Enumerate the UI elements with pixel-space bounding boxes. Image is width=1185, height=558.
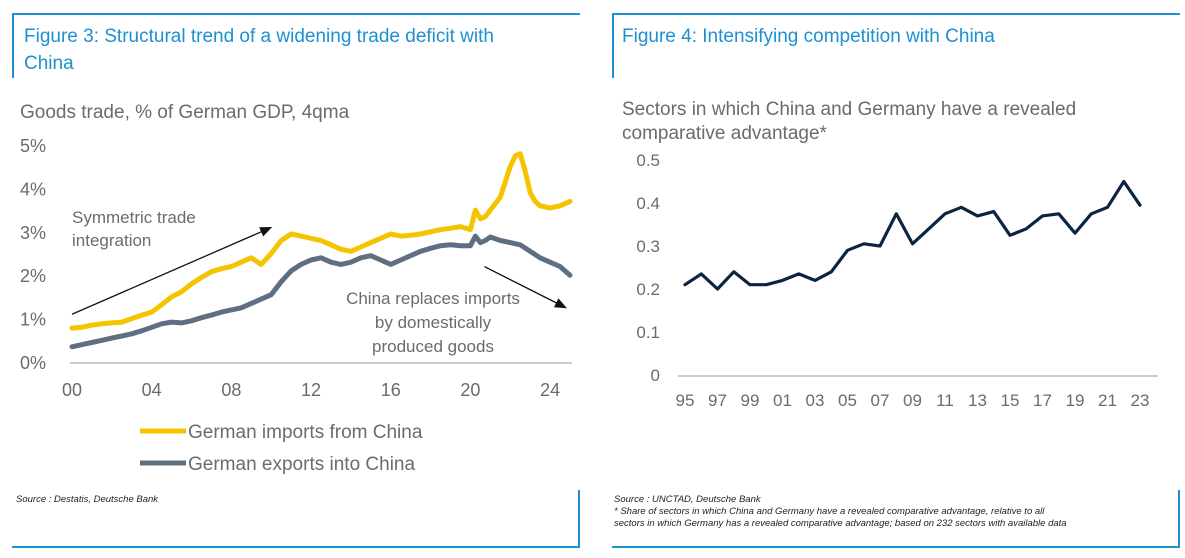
exports-series-line [69, 233, 573, 350]
figure-4-x-tick-label: 13 [968, 391, 987, 410]
figure-3-source-rule-right [578, 490, 580, 548]
figure-4-source-line2: * Share of sectors in which China and Ge… [614, 506, 1045, 517]
figure-4-x-tick-label: 17 [1033, 391, 1052, 410]
figure-3-left-rule [12, 13, 14, 78]
figure-3-y-tick-label: 4% [20, 179, 46, 199]
figure-4-x-tick-label: 21 [1098, 391, 1117, 410]
figure-4-x-tick-label: 01 [773, 391, 792, 410]
figure-3-x-tick-label: 20 [460, 380, 480, 400]
figure-4-x-tick-label: 15 [1001, 391, 1020, 410]
figure-3-source: Source : Destatis, Deutsche Bank [16, 494, 159, 505]
annotation-symmetric-line2: integration [72, 231, 151, 250]
imports-series-line [69, 151, 573, 331]
figure-3-y-tick-label: 5% [20, 136, 46, 156]
figure-4-x-tick-label: 23 [1131, 391, 1150, 410]
figure-4-y-tick-label: 0.1 [636, 323, 660, 342]
figure-4-y-tick-label: 0 [651, 366, 660, 385]
figure-3-x-tick-label: 24 [540, 380, 560, 400]
figure-4-top-rule [612, 13, 1180, 15]
figure-3-subtitle: Goods trade, % of German GDP, 4qma [20, 102, 350, 123]
figure-4-chart: Sectors in which China and Germany have … [622, 99, 1158, 410]
figure-3-title-line2: China [24, 53, 74, 74]
figure-4-left-rule [612, 13, 614, 78]
figure-4-x-tick-label: 07 [871, 391, 890, 410]
legend-imports-label: German imports from China [188, 422, 423, 443]
figure-3-x-tick-label: 08 [221, 380, 241, 400]
figure-3-x-tick-label: 16 [381, 380, 401, 400]
figure-3-top-rule [12, 13, 580, 15]
figure-4-x-tick-label: 97 [708, 391, 727, 410]
figure-4-y-tick-label: 0.4 [636, 194, 660, 213]
figure-4-x-tick-label: 99 [741, 391, 760, 410]
annotation-china-line1: China replaces imports [346, 289, 520, 308]
figure-3-x-tick-label: 00 [62, 380, 82, 400]
figure-4-source-rule-right [1178, 490, 1180, 548]
figure-3-panel: Figure 3: Structural trend of a widening… [0, 0, 590, 558]
figure-4-x-tick-label: 95 [676, 391, 695, 410]
figure-4-subtitle-line1: Sectors in which China and Germany have … [622, 99, 1076, 120]
figure-4-y-tick-label: 0.2 [636, 280, 660, 299]
figure-4-source-line1: Source : UNCTAD, Deutsche Bank [614, 494, 761, 505]
figure-3-x-tick-label: 04 [142, 380, 162, 400]
figure-4-x-tick-label: 05 [838, 391, 857, 410]
figure-4-x-tick-label: 11 [936, 391, 954, 410]
annotation-china-arrow [484, 265, 567, 309]
annotation-china-line3: produced goods [372, 337, 494, 356]
figure-3-x-tick-label: 12 [301, 380, 321, 400]
figure-3-source-rule-bottom [12, 546, 580, 548]
figure-3-y-tick-label: 1% [20, 310, 46, 330]
annotation-symmetric-arrow [71, 226, 273, 315]
figure-3-y-tick-label: 0% [20, 353, 46, 373]
figure-4-y-tick-label: 0.5 [636, 151, 660, 170]
figure-3-y-tick-label: 2% [20, 266, 46, 286]
figure-4-y-tick-label: 0.3 [636, 237, 660, 256]
figure-3-chart: Goods trade, % of German GDP, 4qma 0% 1% 2… [20, 102, 573, 475]
figure-4-panel: Figure 4: Intensifying competition with … [600, 0, 1185, 558]
annotation-china-line2: by domestically [375, 313, 492, 332]
figure-4-title: Figure 4: Intensifying competition with … [622, 26, 995, 47]
figure-4-x-tick-label: 03 [806, 391, 825, 410]
figure-3-title-line1: Figure 3: Structural trend of a widening… [24, 26, 494, 47]
figure-3-y-tick-label: 3% [20, 223, 46, 243]
figure-4-x-tick-label: 19 [1066, 391, 1085, 410]
figure-4-x-tick-label: 09 [903, 391, 922, 410]
legend-exports-label: German exports into China [188, 454, 415, 475]
figure-4-subtitle-line2: comparative advantage* [622, 123, 828, 144]
figure-4-source-line3: sectors in which Germany has a revealed … [614, 518, 1067, 529]
rca-share-series-line [683, 179, 1142, 291]
figure-4-source-rule-bottom [612, 546, 1180, 548]
annotation-symmetric-line1: Symmetric trade [72, 208, 196, 227]
